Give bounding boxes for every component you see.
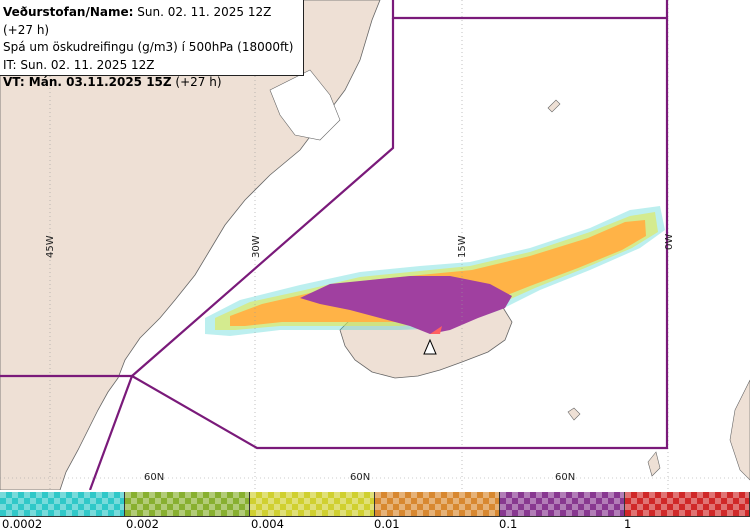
legend-tick-0: 0.0002: [2, 517, 43, 531]
issuer-line: Veðurstofan/Name: Sun. 02. 11. 2025 12Z …: [3, 4, 303, 39]
ash-dispersion-map: [0, 0, 750, 490]
fir-boundary: [0, 0, 669, 490]
legend-tick-2: 0.004: [251, 517, 284, 531]
lon-label-15w: 15W: [457, 235, 468, 258]
ash-plume: [205, 206, 665, 336]
legend-swatch-0: [0, 492, 125, 516]
legend-tick-5: 1: [624, 517, 632, 531]
jan-mayen-island: [547, 99, 561, 113]
shetland-islands: [647, 451, 661, 477]
volcano-triangle-icon: [423, 338, 437, 355]
lat-label-60n-1: 60N: [144, 472, 165, 483]
forecast-info-panel: Veðurstofan/Name: Sun. 02. 11. 2025 12Z …: [0, 0, 304, 89]
issuer-label: Veðurstofan/Name:: [3, 5, 134, 19]
legend-swatch-4: [500, 492, 625, 516]
issuer-time: Sun. 02. 11. 2025 12Z (+27 h): [3, 5, 272, 37]
lon-label-0w: 0W: [664, 233, 675, 250]
initial-time: IT: Sun. 02. 11. 2025 12Z: [3, 57, 155, 72]
legend-tick-3: 0.01: [374, 517, 400, 531]
lat-label-60n-3: 60N: [555, 472, 576, 483]
greenland-landmass: [0, 0, 381, 490]
legend-tick-4: 0.1: [499, 517, 518, 531]
legend-swatch-2: [250, 492, 375, 516]
product-description: Spá um öskudreifingu (g/m3) í 500hPa (18…: [3, 40, 294, 54]
valid-time-label: VT: Mán. 03.11.2025 15Z: [3, 75, 172, 89]
lon-label-45w: 45W: [45, 235, 56, 258]
ash-high-concentration: [300, 276, 512, 334]
norway-coast: [729, 379, 750, 481]
legend-swatch-5: [625, 492, 750, 516]
valid-time-offset: (+27 h): [171, 75, 222, 89]
lon-label-30w: 30W: [251, 235, 262, 258]
legend-swatch-3: [375, 492, 500, 516]
concentration-legend: 0.0002 0.002 0.004 0.01 0.1 1: [0, 490, 750, 532]
valid-time-line: VT: Mán. 03.11.2025 15Z (+27 h): [3, 74, 303, 92]
faroe-islands: [567, 407, 581, 421]
legend-swatch-1: [125, 492, 250, 516]
legend-tick-1: 0.002: [126, 517, 159, 531]
lat-label-60n-2: 60N: [350, 472, 371, 483]
